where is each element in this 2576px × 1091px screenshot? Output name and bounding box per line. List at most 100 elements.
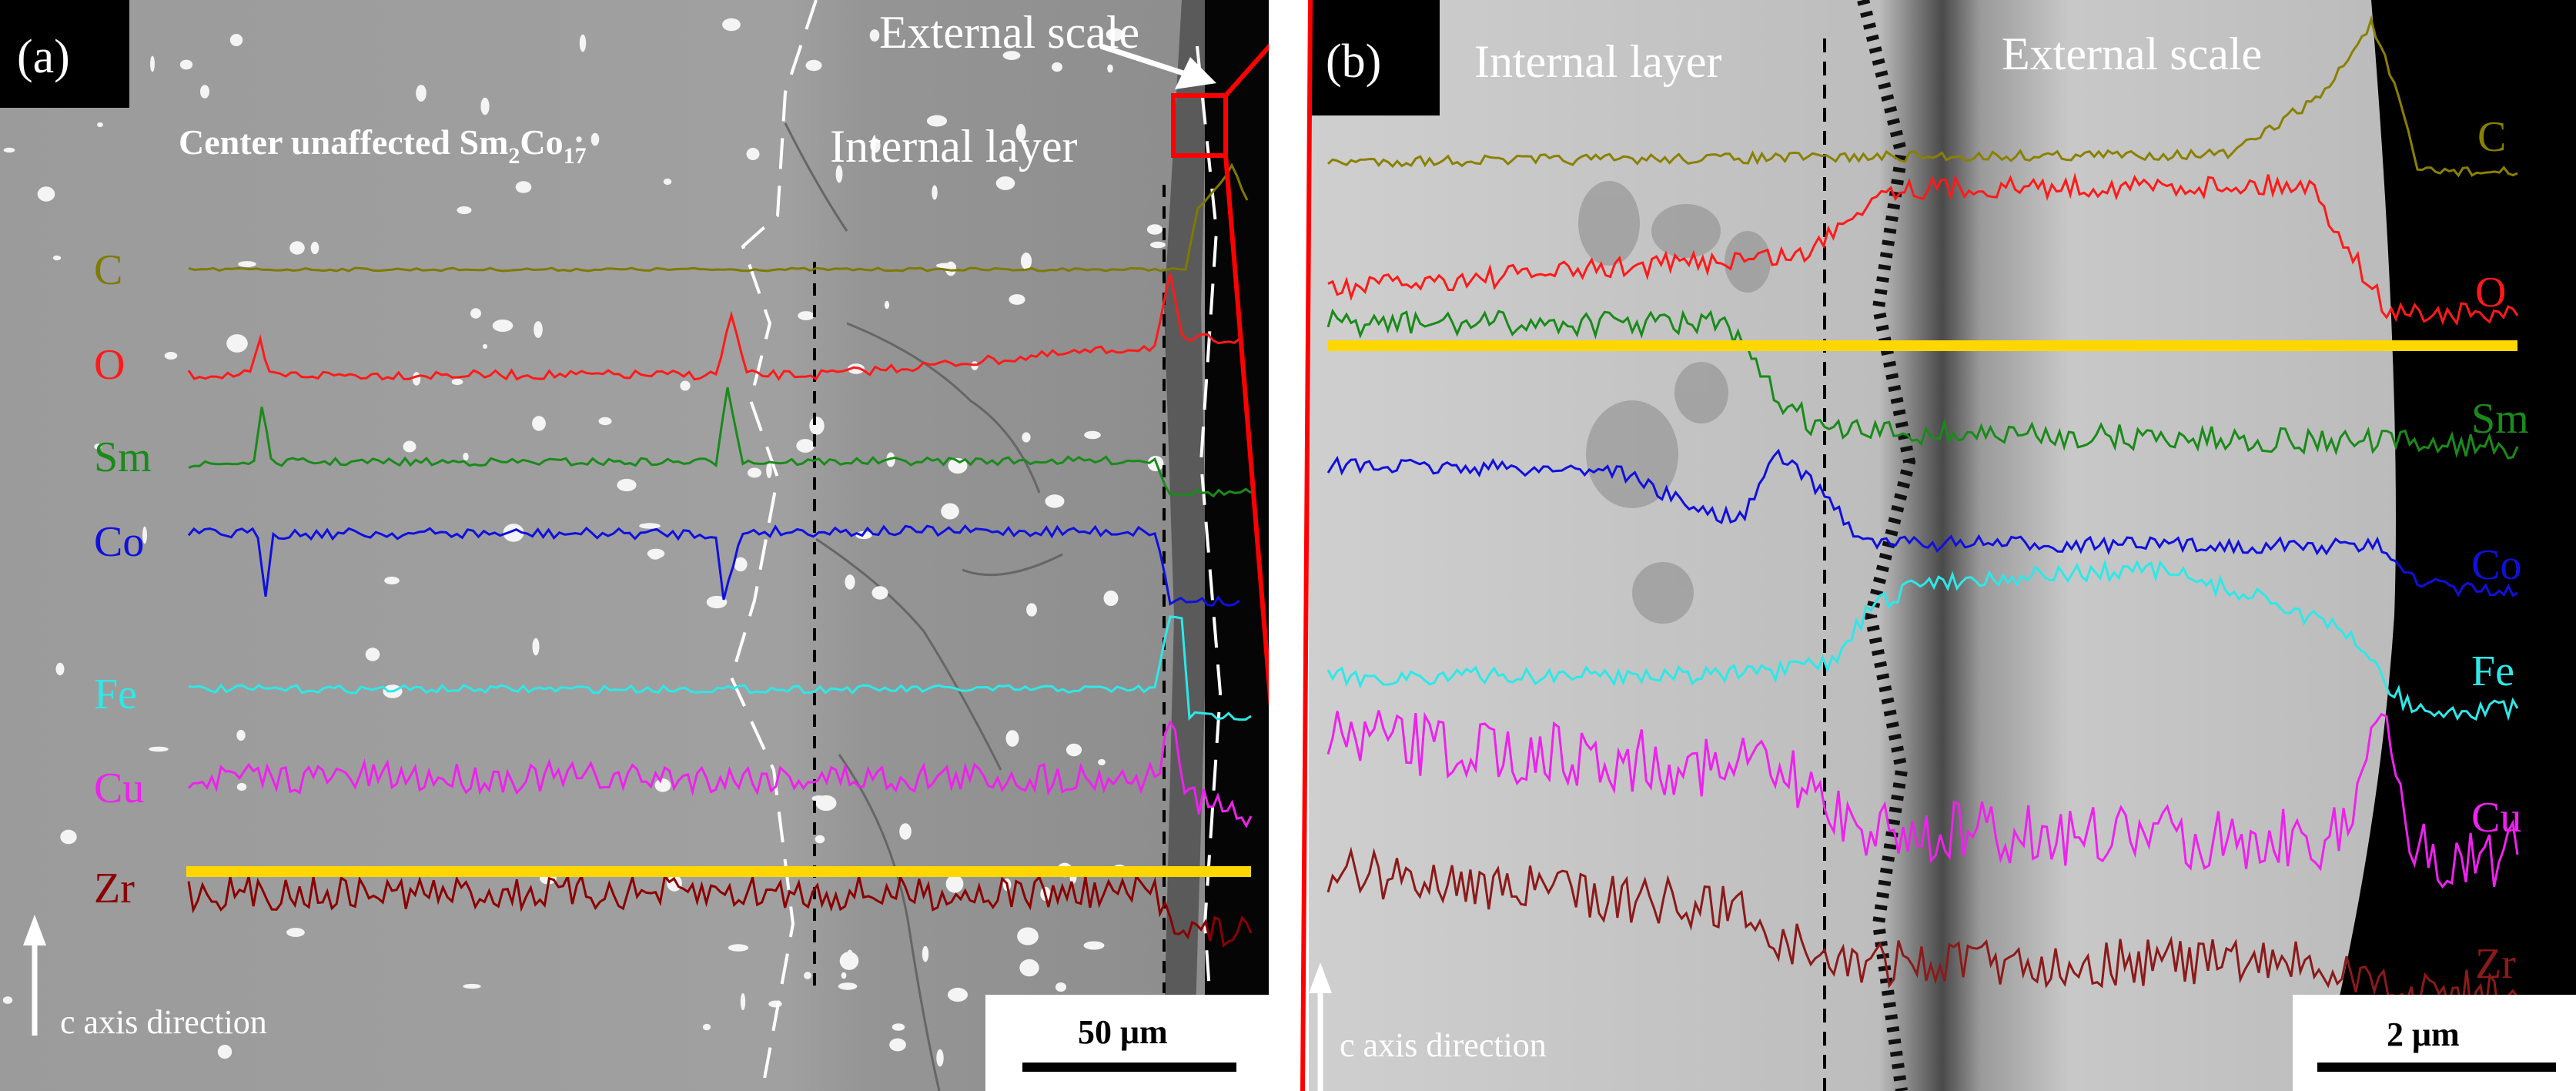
panel-b-element-labels: C O Sm Co Fe Cu Zr <box>2471 113 2529 988</box>
panel-b-scale-box <box>2293 995 2576 1091</box>
precipitate-particle <box>869 29 880 42</box>
panel-a-internal-boundary-white <box>729 0 818 1091</box>
precipitate-particle <box>164 352 178 360</box>
label-b-o: O <box>2475 269 2506 316</box>
precipitate-particle <box>899 823 912 840</box>
label-a-fe: Fe <box>94 671 137 718</box>
panel-b-direction-label: c axis direction <box>1340 1026 1547 1064</box>
precipitate-particle <box>945 875 964 893</box>
precipitate-particle <box>870 138 881 153</box>
profile-a-o <box>187 273 1240 382</box>
label-a-cu: Cu <box>94 765 144 812</box>
precipitate-particle <box>1005 730 1019 747</box>
precipitate-particle <box>310 241 319 255</box>
precipitate-particle <box>871 586 888 600</box>
precipitate-particle <box>1045 494 1065 508</box>
precipitate-particle <box>403 440 417 453</box>
precipitate-particle <box>416 85 427 102</box>
precipitate-particle <box>3 147 15 153</box>
label-a-sm: Sm <box>94 433 152 481</box>
precipitate-particle <box>142 526 147 544</box>
center-prefix: Center unaffected Sm <box>179 122 508 162</box>
precipitate-particle <box>884 300 890 310</box>
precipitate-particle <box>835 165 843 183</box>
precipitate-particle <box>286 928 305 937</box>
profile-a-c <box>188 162 1249 273</box>
precipitate-particle <box>922 945 929 962</box>
panel-a-cracks <box>784 122 1063 1091</box>
precipitate-particle <box>1146 224 1163 235</box>
precipitate-particle <box>1026 603 1037 617</box>
precipitate-particle <box>503 524 524 542</box>
precipitate-particle <box>706 595 728 609</box>
precipitate-particle <box>748 467 761 478</box>
precipitate-particle <box>1052 62 1062 72</box>
precipitate-particle <box>702 1023 711 1031</box>
precipitate-particle <box>740 992 746 1011</box>
precipitate-particle <box>532 416 546 431</box>
precipitate-particle <box>722 18 741 32</box>
panel-b-tag: (b) <box>1326 35 1381 88</box>
panel-a-element-labels: C O Sm Co Fe Cu Zr <box>94 246 152 912</box>
panel-a-tag-box <box>0 0 129 108</box>
panel-a-tag: (a) <box>17 31 70 83</box>
precipitate-particle <box>839 952 859 970</box>
precipitate-particle <box>892 1023 905 1031</box>
label-a-o: O <box>94 341 125 389</box>
label-a-c: C <box>94 246 122 294</box>
panel-b-label-internal-layer: Internal layer <box>1474 36 1721 87</box>
panel-b-dark-features <box>1578 181 1771 624</box>
profile-b-c <box>1326 15 2518 178</box>
profile-a-cu <box>187 719 1253 828</box>
precipitate-particle <box>463 452 469 461</box>
precipitate-particle <box>1017 927 1039 945</box>
profile-b-fe <box>1326 559 2519 721</box>
profile-a-sm <box>188 387 1252 498</box>
precipitate-particle <box>1009 294 1025 305</box>
precipitate-particle <box>289 241 305 255</box>
precipitate-particle <box>94 443 102 450</box>
precipitate-particle <box>766 463 772 478</box>
panel-b-scale-bar <box>2317 1063 2556 1072</box>
profile-b-zr <box>1326 846 2519 1019</box>
precipitate-particle <box>1107 64 1113 73</box>
precipitate-particle <box>226 334 248 353</box>
precipitate-particle <box>889 1038 906 1052</box>
label-b-fe: Fe <box>2471 648 2514 695</box>
precipitate-particle <box>451 378 463 386</box>
precipitate-particle <box>2 996 13 1004</box>
panel-b-c-axis-head <box>1309 962 1332 993</box>
panel-a-scale-band <box>1163 0 1209 1091</box>
precipitate-particle <box>384 576 400 585</box>
precipitate-particle <box>926 115 948 127</box>
precipitate-particle <box>804 972 811 979</box>
label-b-sm: Sm <box>2471 395 2529 443</box>
panel-b-linescan-profiles <box>1326 15 2519 1019</box>
precipitate-particle <box>579 34 587 52</box>
precipitate-particle <box>1055 982 1067 992</box>
panel-a-scale-bar <box>1022 1063 1236 1072</box>
precipitate-particle <box>200 85 209 99</box>
label-b-zr: Zr <box>2475 940 2516 988</box>
profile-a-zr <box>187 872 1253 949</box>
panel-a-micrograph <box>0 0 1269 1091</box>
precipitate-particle <box>798 311 815 320</box>
precipitate-particle <box>809 417 825 435</box>
precipitate-particle <box>229 34 243 46</box>
panel-a-arrow-shaft <box>1099 43 1187 77</box>
precipitate-particle <box>805 59 822 72</box>
precipitate-particle <box>37 186 55 202</box>
panel-a-zoom-box <box>1171 93 1228 158</box>
precipitate-particle <box>647 548 665 559</box>
label-b-c: C <box>2477 113 2506 161</box>
profile-b-sm <box>1326 308 2519 460</box>
precipitate-particle <box>936 1049 944 1067</box>
precipitate-particle <box>941 503 959 520</box>
precipitate-particle <box>728 944 749 952</box>
precipitate-particle <box>179 59 193 70</box>
center-mid: Co <box>520 122 563 162</box>
profile-b-o <box>1327 172 2519 326</box>
precipitate-particle <box>457 206 472 215</box>
